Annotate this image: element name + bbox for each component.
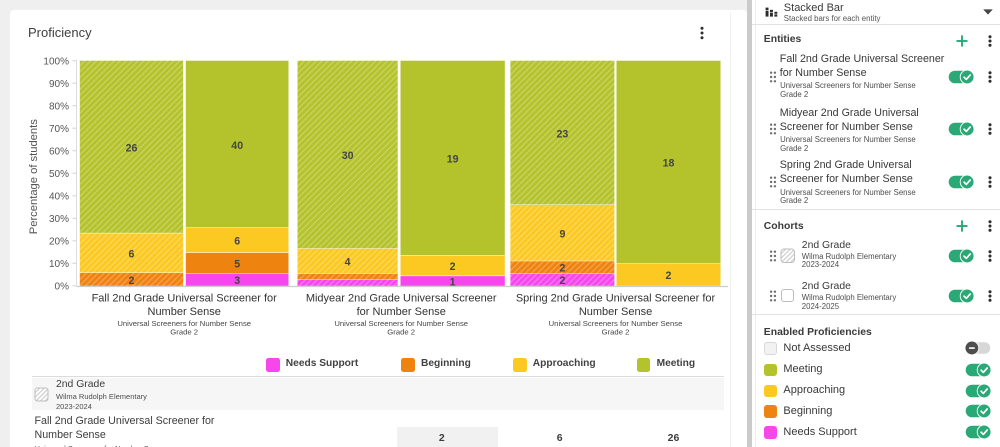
svg-text:3: 3 xyxy=(234,275,240,287)
svg-text:23: 23 xyxy=(557,128,569,140)
svg-text:80%: 80% xyxy=(49,101,69,112)
svg-text:Grade 2: Grade 2 xyxy=(387,327,415,336)
svg-text:4: 4 xyxy=(345,257,351,269)
svg-text:Universal Screeners for Number: Universal Screeners for Number Sense xyxy=(549,319,683,328)
svg-text:50%: 50% xyxy=(49,169,69,180)
svg-text:Universal Screeners for Number: Universal Screeners for Number Sense xyxy=(334,319,468,328)
svg-text:Number Sense: Number Sense xyxy=(579,306,652,318)
svg-text:100%: 100% xyxy=(43,56,69,67)
svg-text:40%: 40% xyxy=(49,191,69,202)
svg-text:2: 2 xyxy=(559,263,565,275)
svg-text:for Number Sense: for Number Sense xyxy=(357,306,446,318)
svg-text:9: 9 xyxy=(559,228,565,240)
svg-text:2: 2 xyxy=(666,270,672,282)
svg-text:1: 1 xyxy=(450,276,456,288)
svg-text:Grade 2: Grade 2 xyxy=(602,327,630,336)
svg-text:Percentage of students: Percentage of students xyxy=(28,119,40,234)
svg-text:Universal Screeners for Number: Universal Screeners for Number Sense xyxy=(117,319,251,328)
svg-text:6: 6 xyxy=(234,236,240,248)
svg-text:90%: 90% xyxy=(49,79,69,90)
svg-text:10%: 10% xyxy=(49,259,69,270)
svg-text:26: 26 xyxy=(126,143,138,155)
svg-text:30%: 30% xyxy=(49,214,69,225)
svg-text:19: 19 xyxy=(447,154,459,166)
svg-text:2: 2 xyxy=(129,275,135,287)
svg-text:5: 5 xyxy=(234,259,240,271)
svg-text:70%: 70% xyxy=(49,124,69,135)
svg-text:Number Sense: Number Sense xyxy=(148,306,221,318)
svg-text:40: 40 xyxy=(231,140,243,152)
svg-text:Grade 2: Grade 2 xyxy=(170,327,198,336)
svg-text:6: 6 xyxy=(129,248,135,260)
svg-text:2: 2 xyxy=(559,275,565,287)
svg-text:60%: 60% xyxy=(49,146,69,157)
svg-text:2: 2 xyxy=(450,261,456,273)
svg-text:30: 30 xyxy=(342,150,354,162)
svg-text:Spring 2nd Grade Universal Scr: Spring 2nd Grade Universal Screener for xyxy=(516,292,716,304)
svg-text:20%: 20% xyxy=(49,236,69,247)
svg-text:0%: 0% xyxy=(55,281,70,292)
svg-text:18: 18 xyxy=(663,158,675,170)
svg-text:Midyear 2nd Grade Universal Sc: Midyear 2nd Grade Universal Screener xyxy=(306,292,497,304)
svg-text:Fall 2nd Grade Universal Scree: Fall 2nd Grade Universal Screener for xyxy=(92,292,278,304)
